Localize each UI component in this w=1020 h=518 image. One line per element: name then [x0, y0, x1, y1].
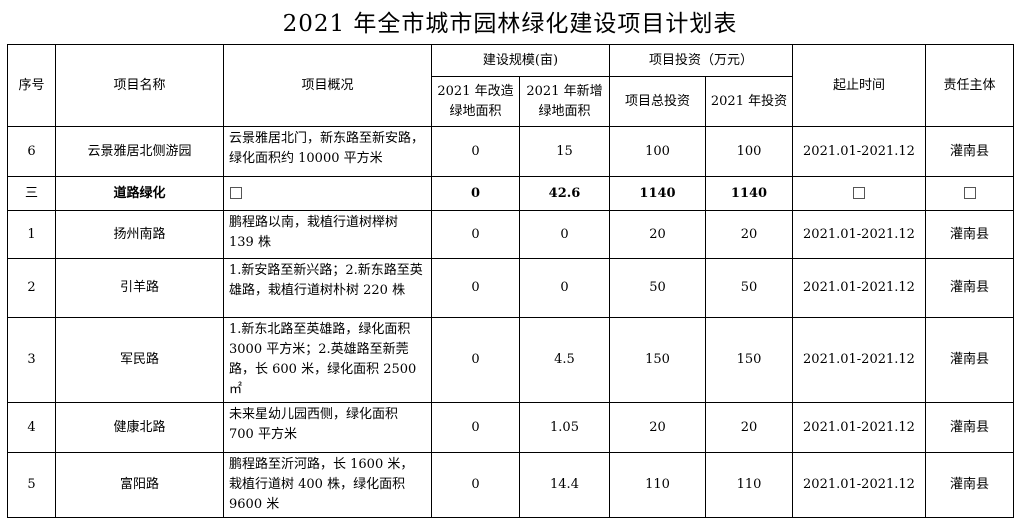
cell-scale-b: 0 — [519, 210, 610, 259]
cell-scale-b: 42.6 — [519, 176, 610, 211]
cell-invest-total: 110 — [609, 452, 706, 518]
cell-invest-total: 20 — [609, 210, 706, 259]
cell-scale-a: 0 — [431, 126, 520, 177]
cell-seq: 5 — [7, 452, 56, 518]
header-owner: 责任主体 — [925, 44, 1014, 127]
cell-period: 2021.01-2021.12 — [792, 210, 926, 259]
plan-table: 序号 项目名称 项目概况 建设规模(亩) 项目投资（万元） 起止时间 责任主体 … — [7, 44, 1014, 518]
cell-desc — [223, 176, 432, 211]
header-scale-a: 2021 年改造绿地面积 — [431, 76, 520, 127]
cell-name: 道路绿化 — [55, 176, 224, 211]
cell-period — [792, 176, 926, 211]
cell-owner: 灌南县 — [925, 402, 1014, 453]
cell-invest-2021: 20 — [705, 210, 793, 259]
cell-invest-2021: 110 — [705, 452, 793, 518]
cell-desc: 云景雅居北门，新东路至新安路，绿化面积约 10000 平方米 — [223, 126, 432, 177]
checkbox-icon — [963, 187, 976, 199]
cell-invest-2021: 100 — [705, 126, 793, 177]
cell-scale-a: 0 — [431, 452, 520, 518]
cell-scale-b: 14.4 — [519, 452, 610, 518]
cell-period: 2021.01-2021.12 — [792, 452, 926, 518]
cell-seq: 4 — [7, 402, 56, 453]
cell-seq: 6 — [7, 126, 56, 177]
header-invest-2021: 2021 年投资 — [705, 76, 793, 127]
cell-name: 军民路 — [55, 317, 224, 403]
cell-invest-2021: 1140 — [705, 176, 793, 211]
cell-name: 富阳路 — [55, 452, 224, 518]
header-invest-total: 项目总投资 — [609, 76, 706, 127]
table-row: 3 军民路 1.新东北路至英雄路，绿化面积 3000 平方米；2.英雄路至新莞路，长… — [7, 317, 1014, 403]
cell-name: 引羊路 — [55, 258, 224, 318]
header-name: 项目名称 — [55, 44, 224, 127]
cell-seq: 三 — [7, 176, 56, 211]
cell-period: 2021.01-2021.12 — [792, 317, 926, 403]
cell-scale-a: 0 — [431, 317, 520, 403]
checkbox-icon — [853, 187, 865, 199]
cell-owner — [925, 176, 1014, 211]
cell-invest-total: 50 — [609, 258, 706, 318]
cell-invest-total: 100 — [609, 126, 706, 177]
cell-owner: 灌南县 — [925, 210, 1014, 259]
cell-desc: 鹏程路至沂河路，长 1600 米，栽植行道树 400 株，绿化面积 9600 米 — [223, 452, 432, 518]
cell-name: 扬州南路 — [55, 210, 224, 259]
table-row: 5 富阳路 鹏程路至沂河路，长 1600 米，栽植行道树 400 株，绿化面积 96… — [7, 452, 1014, 518]
cell-invest-2021: 50 — [705, 258, 793, 318]
page-title: 2021 年全市城市园林绿化建设项目计划表 — [282, 11, 738, 37]
cell-scale-a: 0 — [431, 402, 520, 453]
header-invest: 项目投资（万元） — [609, 44, 793, 77]
header-desc: 项目概况 — [223, 44, 432, 127]
cell-seq: 2 — [7, 258, 56, 318]
checkbox-icon — [230, 187, 242, 199]
table-row: 4 健康北路 未来星幼儿园西侧，绿化面积 700 平方米 0 1.05 20 20 2021.… — [7, 402, 1014, 453]
cell-scale-a: 0 — [431, 210, 520, 259]
cell-period: 2021.01-2021.12 — [792, 126, 926, 177]
cell-period: 2021.01-2021.12 — [792, 402, 926, 453]
cell-desc: 1.新安路至新兴路；2.新东路至英雄路，栽植行道树朴树 220 株 — [223, 258, 432, 318]
cell-name: 云景雅居北侧游园 — [55, 126, 224, 177]
cell-invest-2021: 150 — [705, 317, 793, 403]
cell-owner: 灌南县 — [925, 317, 1014, 403]
cell-invest-total: 150 — [609, 317, 706, 403]
table-row: 三道路绿化 0 42.6 1140 1140 — [7, 176, 1014, 211]
cell-desc: 鹏程路以南，栽植行道树榉树 139 株 — [223, 210, 432, 259]
cell-scale-b: 0 — [519, 258, 610, 318]
header-scale: 建设规模(亩) — [431, 44, 610, 77]
cell-invest-2021: 20 — [705, 402, 793, 453]
cell-seq: 3 — [7, 317, 56, 403]
table-row: 6 云景雅居北侧游园 云景雅居北门，新东路至新安路，绿化面积约 10000 平方米 0… — [7, 126, 1014, 177]
cell-invest-total: 1140 — [609, 176, 706, 211]
cell-owner: 灌南县 — [925, 258, 1014, 318]
cell-owner: 灌南县 — [925, 126, 1014, 177]
cell-scale-a: 0 — [431, 258, 520, 318]
cell-desc: 未来星幼儿园西侧，绿化面积 700 平方米 — [223, 402, 432, 453]
cell-owner: 灌南县 — [925, 452, 1014, 518]
cell-scale-b: 1.05 — [519, 402, 610, 453]
cell-period: 2021.01-2021.12 — [792, 258, 926, 318]
cell-seq: 1 — [7, 210, 56, 259]
header-period: 起止时间 — [792, 44, 926, 127]
header-scale-b: 2021 年新增绿地面积 — [519, 76, 610, 127]
cell-scale-b: 15 — [519, 126, 610, 177]
cell-name: 健康北路 — [55, 402, 224, 453]
cell-scale-b: 4.5 — [519, 317, 610, 403]
cell-scale-a: 0 — [431, 176, 520, 211]
cell-desc: 1.新东北路至英雄路，绿化面积 3000 平方米；2.英雄路至新莞路，长 600… — [223, 317, 432, 403]
table-row: 1 扬州南路 鹏程路以南，栽植行道树榉树 139 株 0 0 20 20 2021.01-20… — [7, 210, 1014, 259]
cell-invest-total: 20 — [609, 402, 706, 453]
header-seq: 序号 — [7, 44, 56, 127]
